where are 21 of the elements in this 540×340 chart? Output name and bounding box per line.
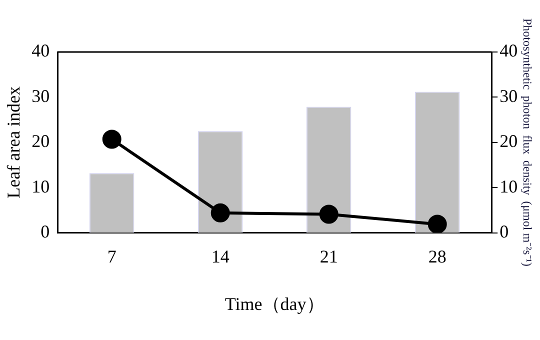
point (428, 214, 447, 233)
y-tick-label: 20 (32, 131, 50, 152)
y-tick-label: 40 (32, 40, 50, 61)
y2-tick-label: 30 (500, 86, 518, 106)
y2-tick-label: 40 (500, 40, 518, 61)
point (319, 204, 338, 224)
x-tick-label: 14 (211, 246, 230, 266)
x-tick-label: 21 (320, 246, 338, 266)
x-axis-title: Time（day） (224, 294, 324, 314)
point (102, 130, 122, 149)
y-axis-title: Leaf area index (4, 86, 24, 198)
x-tick-label: 7 (107, 246, 116, 266)
point (210, 203, 230, 222)
x-tick-label: 28 (428, 246, 446, 266)
y2-tick-label: 20 (500, 131, 518, 152)
y2-tick-label: 0 (500, 222, 509, 242)
y2-axis-title: Photosynthetic photon flux density (μmol m⁻²s⁻¹) (520, 18, 535, 266)
y-tick-label: 10 (32, 176, 50, 196)
y-tick-label: 30 (32, 86, 50, 106)
y2-tick-label: 10 (500, 176, 518, 196)
y-tick-label: 0 (40, 222, 50, 242)
